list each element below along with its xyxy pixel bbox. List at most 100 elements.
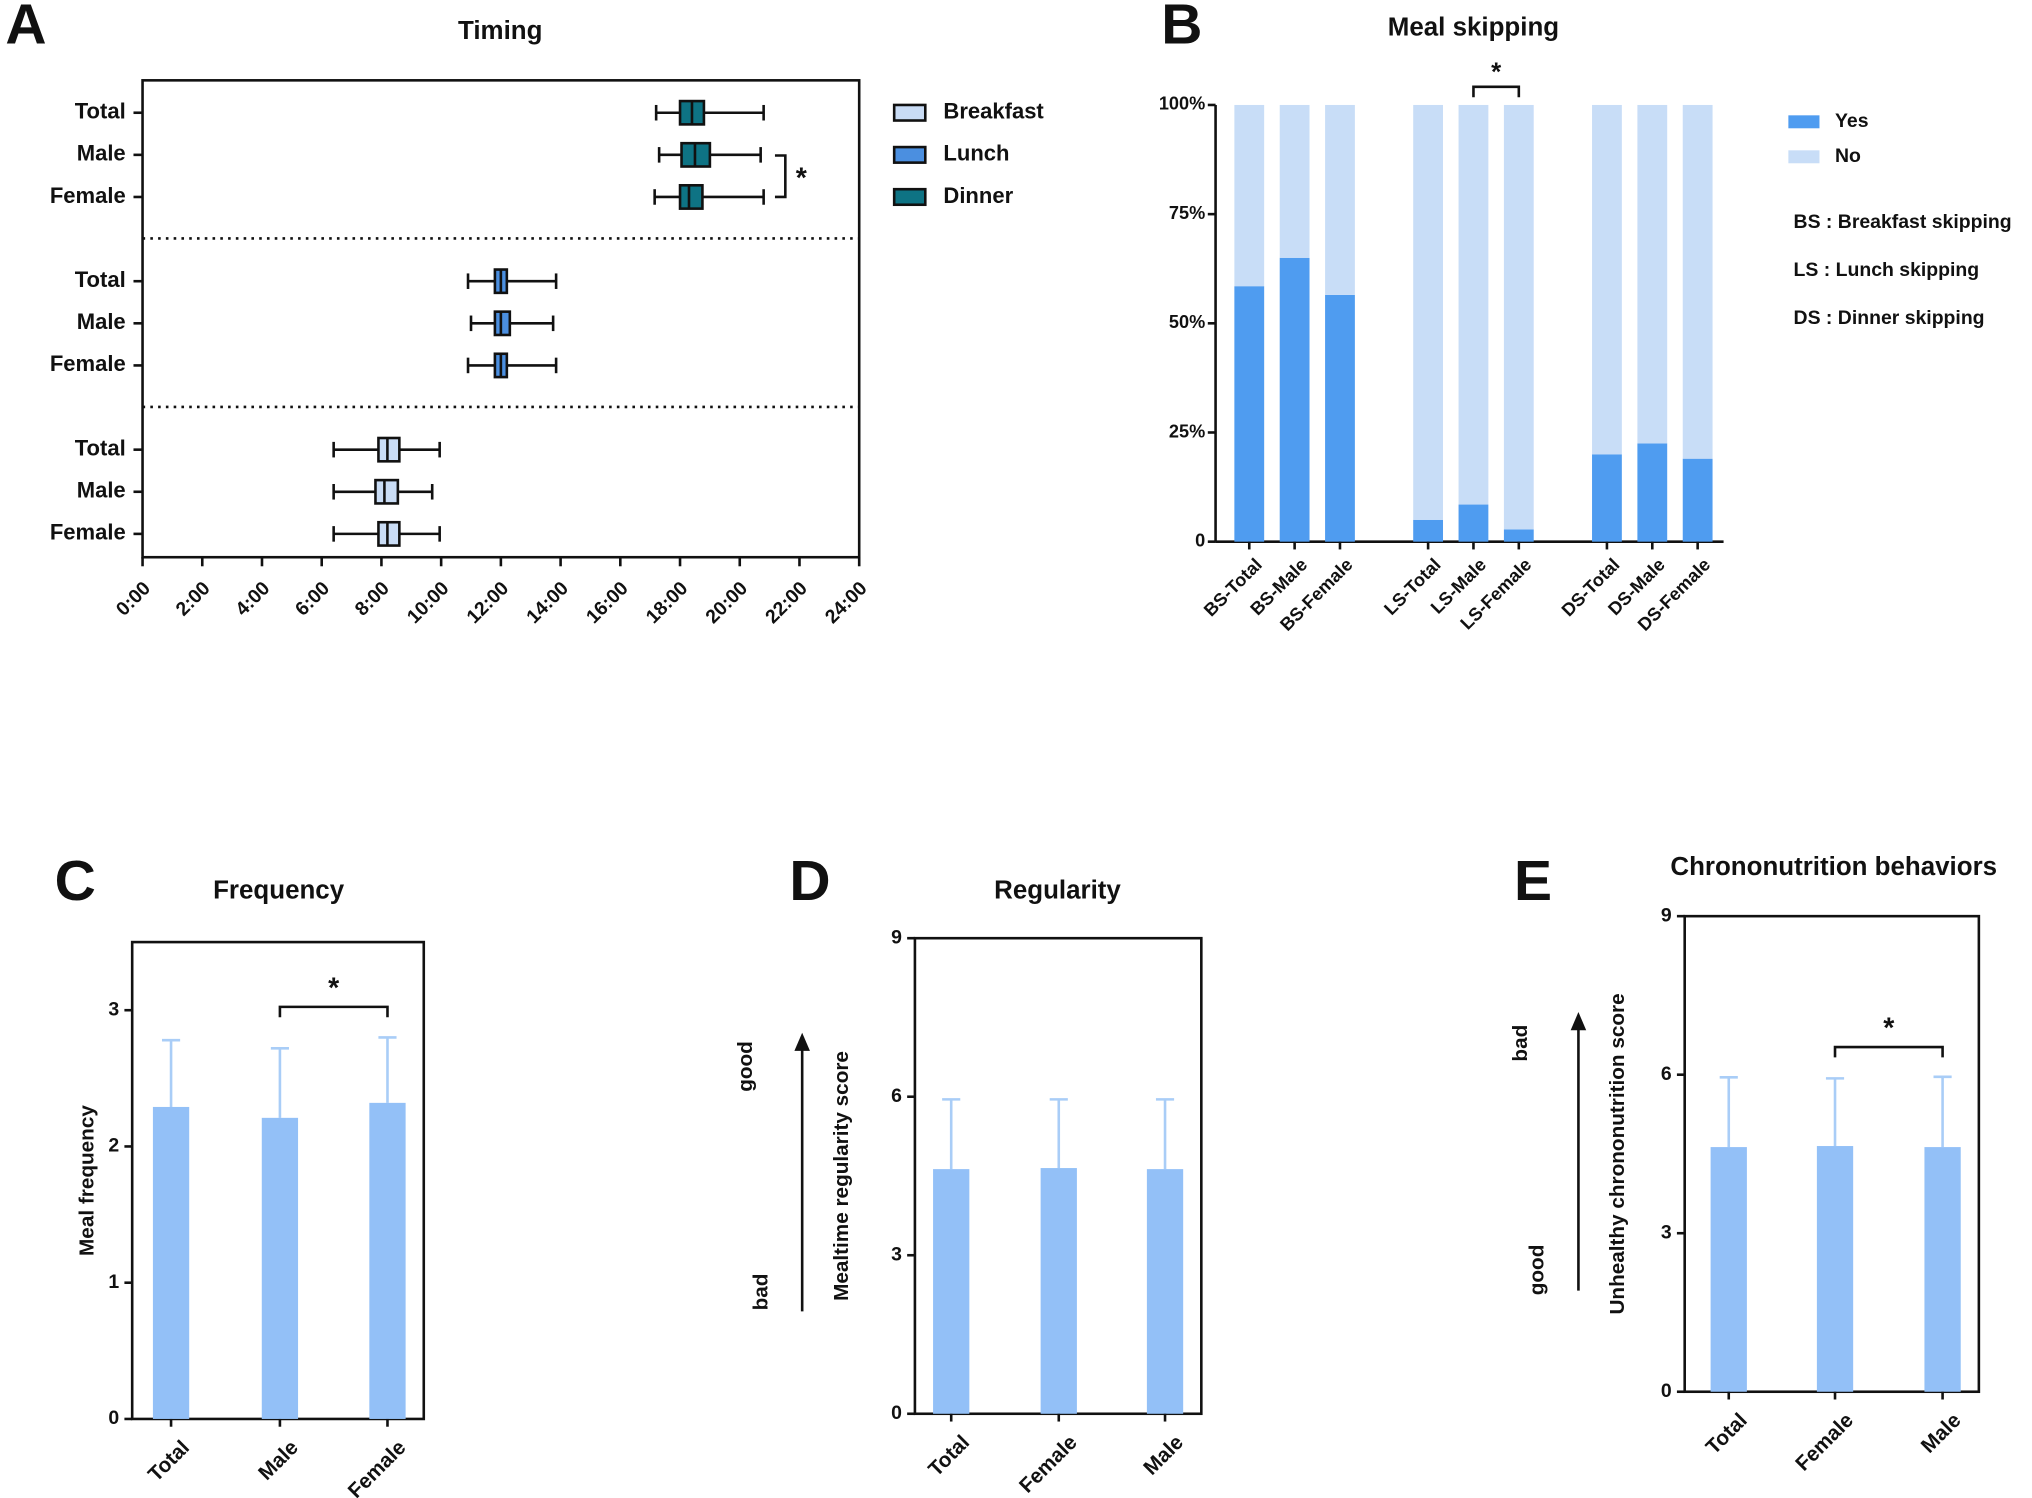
y-tick-label: 75%: [1169, 203, 1205, 223]
y-tick-label: Female: [50, 351, 126, 376]
bar: [1146, 1169, 1184, 1414]
x-tick-label: Male: [1139, 1431, 1188, 1480]
bar: [261, 1117, 299, 1419]
bar-segment: [1682, 104, 1713, 459]
legend-label: Lunch: [943, 141, 1009, 166]
y-tick-label: 0: [1661, 1380, 1672, 1402]
y-tick-label: Male: [77, 309, 126, 334]
bar: [369, 1102, 406, 1419]
legend-swatch: [1788, 115, 1820, 129]
y-tick-label: 1: [108, 1271, 119, 1293]
y-tick-label: 2: [108, 1135, 119, 1157]
bar-segment: [1592, 104, 1622, 455]
x-tick-label: 0:00: [112, 577, 155, 620]
bar: [152, 1106, 190, 1419]
y-tick-label: 6: [1661, 1063, 1672, 1085]
x-tick-label: 22:00: [761, 577, 812, 628]
legend-swatch: [892, 103, 927, 122]
legend-label: Dinner: [943, 183, 1013, 208]
box: [377, 436, 401, 463]
y-tick-label: 0: [108, 1407, 119, 1429]
bar-segment: [1234, 104, 1265, 287]
bar-segment: [1592, 454, 1622, 542]
x-tick-label: 16:00: [582, 577, 633, 628]
panel-letter: E: [1514, 849, 1552, 913]
arrow-label: good: [1526, 1245, 1549, 1296]
arrow-head: [1570, 1012, 1587, 1031]
x-tick-label: 12:00: [463, 577, 514, 628]
panel-letter: B: [1161, 0, 1202, 57]
bar-segment: [1325, 294, 1355, 542]
bar-segment: [1458, 104, 1489, 505]
y-tick-label: Total: [75, 99, 126, 124]
y-tick-label: 3: [1661, 1221, 1672, 1243]
y-axis-label: Meal frequency: [76, 1105, 99, 1256]
y-tick-label: Male: [77, 141, 126, 166]
y-tick-label: Total: [75, 267, 126, 292]
legend-label: No: [1835, 145, 1861, 167]
y-tick-label: 0: [1195, 530, 1205, 550]
x-tick-label: 8:00: [351, 577, 394, 620]
box: [374, 478, 400, 505]
legend-swatch: [892, 145, 927, 164]
bar-segment: [1279, 104, 1310, 258]
arrow-label: good: [734, 1041, 757, 1092]
x-tick-label: 2:00: [172, 577, 215, 620]
x-tick-label: Total: [1702, 1409, 1752, 1459]
y-tick-label: Total: [75, 435, 126, 460]
arrow-label: bad: [1509, 1025, 1532, 1062]
x-tick-label: 24:00: [821, 577, 872, 628]
legend-label: Yes: [1835, 110, 1869, 132]
significance-bracket: [774, 154, 787, 199]
chart-title: Timing: [458, 17, 542, 45]
bar: [1924, 1147, 1961, 1392]
x-tick-label: 6:00: [291, 577, 334, 620]
significance-label: *: [1491, 59, 1502, 87]
panel-letter: C: [55, 849, 96, 913]
bar-segment: [1413, 519, 1444, 542]
note: LS : Lunch skipping: [1794, 259, 1980, 281]
bar-segment: [1637, 104, 1668, 444]
bar-segment: [1413, 104, 1444, 520]
x-tick-label: Male: [1917, 1409, 1966, 1458]
significance-label: *: [796, 163, 808, 195]
note: BS : Breakfast skipping: [1794, 211, 2012, 233]
x-tick-label: Female: [1015, 1431, 1082, 1498]
bar: [933, 1169, 970, 1414]
box: [377, 520, 401, 547]
y-tick-label: 6: [891, 1085, 902, 1107]
x-tick-label: 18:00: [642, 577, 693, 628]
y-tick-label: Female: [50, 520, 126, 545]
y-tick-label: 50%: [1169, 312, 1205, 332]
box: [493, 310, 512, 337]
x-tick-label: 20:00: [701, 577, 752, 628]
panel-letter: A: [5, 0, 46, 57]
bar: [1816, 1146, 1854, 1392]
x-tick-label: Female: [344, 1436, 411, 1498]
y-axis-label: Unhealthy chrononutrition score: [1606, 993, 1629, 1314]
bar-segment: [1458, 504, 1489, 542]
y-tick-label: 0: [891, 1402, 902, 1424]
chart-title: Meal skipping: [1388, 13, 1559, 41]
y-tick-label: 3: [891, 1243, 902, 1265]
significance-bracket: [1472, 85, 1521, 98]
legend-swatch: [1788, 150, 1820, 164]
significance-bracket: [278, 1005, 389, 1018]
bar-segment: [1279, 257, 1310, 542]
arrow-head: [794, 1032, 810, 1051]
y-tick-label: 3: [108, 998, 119, 1020]
bar: [1040, 1168, 1077, 1414]
x-tick-label: Total: [924, 1431, 974, 1481]
x-tick-label: Female: [1791, 1409, 1858, 1476]
bar-segment: [1637, 443, 1668, 542]
bar-segment: [1325, 104, 1355, 295]
bar-segment: [1503, 529, 1534, 542]
y-tick-label: Female: [50, 183, 126, 208]
chart-title: Frequency: [213, 876, 345, 904]
panel-letter: D: [789, 849, 830, 913]
bar-segment: [1682, 458, 1713, 542]
y-tick-label: 100%: [1159, 94, 1205, 114]
x-tick-label: Male: [254, 1436, 303, 1485]
